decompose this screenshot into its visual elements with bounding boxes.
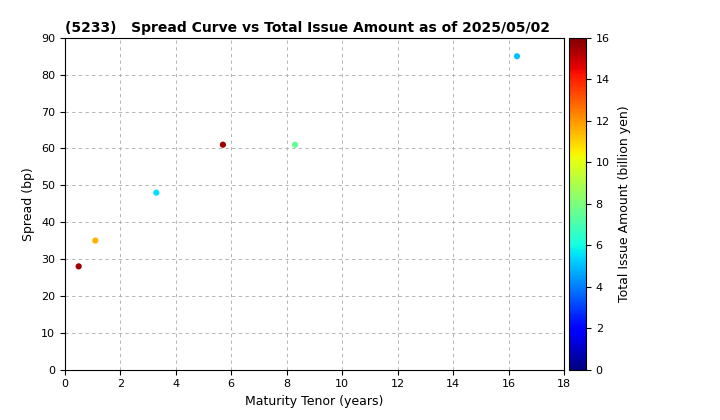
Y-axis label: Spread (bp): Spread (bp) bbox=[22, 167, 35, 241]
Point bbox=[89, 237, 101, 244]
Point bbox=[289, 142, 301, 148]
Point bbox=[217, 142, 229, 148]
Point bbox=[511, 53, 523, 60]
X-axis label: Maturity Tenor (years): Maturity Tenor (years) bbox=[246, 395, 384, 408]
Point bbox=[73, 263, 84, 270]
Text: (5233)   Spread Curve vs Total Issue Amount as of 2025/05/02: (5233) Spread Curve vs Total Issue Amoun… bbox=[65, 21, 550, 35]
Point bbox=[150, 189, 162, 196]
Y-axis label: Total Issue Amount (billion yen): Total Issue Amount (billion yen) bbox=[618, 105, 631, 302]
